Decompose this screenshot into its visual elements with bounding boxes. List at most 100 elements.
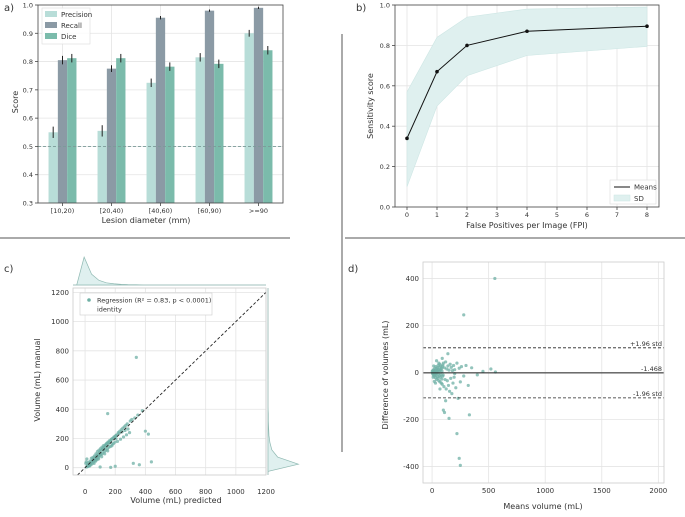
scatter-point <box>106 449 110 453</box>
ba-point <box>444 399 448 403</box>
line-xtick-label: 2 <box>465 211 469 219</box>
scatter-point <box>131 461 135 465</box>
ba-point <box>434 359 439 363</box>
scatter-point <box>113 440 117 444</box>
line-plot-frame <box>394 4 660 208</box>
bar-dice <box>214 63 224 203</box>
ba-point <box>440 377 444 381</box>
ba-point <box>462 313 466 317</box>
scatter-point <box>134 355 138 359</box>
scatter-point <box>106 412 110 416</box>
scatter-point <box>113 464 117 468</box>
line-xtick-label: 1 <box>435 211 439 219</box>
means-point <box>465 43 469 48</box>
line-chart-panel: 0.0 0.2 0.4 0.6 0.8 1.0 0 1 2 3 4 5 6 7 8 Means SD Fals… <box>366 2 660 230</box>
ba-point <box>440 356 444 360</box>
mean-difference-line-label: -1.468 <box>641 365 662 373</box>
ba-point <box>451 381 455 385</box>
scatter-xtick-label: 800 <box>199 488 212 496</box>
ba-point <box>449 376 453 380</box>
scatter-point <box>127 431 132 435</box>
scatter-point <box>118 437 123 441</box>
line-ytick-label: 1.0 <box>380 2 390 10</box>
bar-chart-panel: 0.3 0.4 0.5 0.6 0.7 0.8 0.9 1.0 [10,20) [20,40) [4… <box>11 2 284 225</box>
ba-ytick-label: 0 <box>415 369 419 377</box>
ba-point <box>458 463 462 467</box>
panel-label-b: b) <box>356 3 366 14</box>
bar-xtick-label: [60,90) <box>198 207 222 215</box>
scatter-ytick-label: 800 <box>56 347 69 355</box>
legend-swatch <box>45 11 57 17</box>
line-ytick-label: 0.4 <box>380 123 390 131</box>
scatter-legend: Regression (R² = 0.83, p < 0.0001)identi… <box>79 292 213 316</box>
scatter-point <box>125 422 129 426</box>
legend-label: identity <box>97 306 122 314</box>
scatter-xtick-label: 0 <box>83 488 87 496</box>
ba-point <box>453 368 457 372</box>
panel-label-a: a) <box>4 3 14 14</box>
marginal-y-density <box>267 288 300 475</box>
ba-point <box>446 364 450 368</box>
ba-point <box>441 373 445 377</box>
scatter-xtick-label: 1000 <box>227 488 245 496</box>
scatter-ylabel: Volume (mL) manual <box>33 338 42 421</box>
scatter-xlabel: Volume (mL) predicted <box>130 496 221 505</box>
bar-recall <box>155 17 166 203</box>
ba-point <box>462 374 466 378</box>
bar-precision <box>97 130 107 203</box>
means-point <box>525 29 529 34</box>
scatter-point <box>103 452 107 456</box>
ba-point <box>440 382 444 386</box>
line-ytick-label: 0.6 <box>380 82 390 90</box>
scatter-point <box>124 433 129 437</box>
bar-ytick-label: 0.5 <box>23 143 33 151</box>
bar-dice <box>116 58 126 204</box>
means-point <box>435 69 439 74</box>
line-xtick-label: 7 <box>615 211 619 219</box>
ba-point <box>493 276 497 281</box>
bar-ytick-label: 0.9 <box>23 30 33 38</box>
ba-point <box>452 375 456 379</box>
ba-point <box>458 380 462 384</box>
bland-altman-panel: +1.96 std -1.468 -1.96 std -400 -200 0 200 400… <box>381 261 667 511</box>
identity-line <box>77 292 267 476</box>
legend-label: Regression (R² = 0.83, p < 0.0001) <box>97 297 211 305</box>
scatter-ytick-label: 0 <box>65 464 69 472</box>
scatter-point <box>121 435 126 439</box>
bar-dice <box>165 66 175 203</box>
legend-label: Recall <box>61 22 82 30</box>
ba-point <box>456 396 460 400</box>
scatter-point <box>130 417 134 422</box>
ba-point <box>446 383 451 388</box>
bar-xtick-label: >=90 <box>249 207 268 215</box>
ba-plot-frame <box>422 261 665 484</box>
scatter-plot-frame <box>72 287 267 476</box>
ba-point <box>444 360 448 364</box>
upper-limit-line-label: +1.96 std <box>630 340 662 348</box>
bar-dice <box>67 58 77 204</box>
bar-ytick-label: 0.6 <box>23 115 33 123</box>
ba-point <box>432 379 436 384</box>
scatter-xtick-label: 400 <box>139 488 152 496</box>
bar-dice <box>263 50 273 203</box>
means-point <box>645 24 649 29</box>
ba-point <box>459 365 464 369</box>
scatter-ytick-label: 600 <box>56 377 69 385</box>
scatter-ytick-label: 1000 <box>51 318 69 326</box>
scatter-point <box>143 429 147 433</box>
marginal-x-density <box>73 256 266 286</box>
ba-point <box>448 362 452 366</box>
legend-swatch <box>613 194 631 202</box>
ba-ytick-label: 200 <box>406 322 419 330</box>
ba-point <box>449 365 453 369</box>
line-xtick-label: 6 <box>585 211 589 219</box>
line-xtick-label: 3 <box>495 211 499 219</box>
bar-ytick-label: 0.8 <box>23 58 33 66</box>
line-xtick-label: 0 <box>405 211 409 219</box>
ba-point <box>438 387 442 391</box>
ba-point <box>446 352 450 356</box>
ba-point <box>437 361 441 365</box>
ba-ytick-label: 400 <box>406 275 419 283</box>
ba-point <box>444 387 448 391</box>
